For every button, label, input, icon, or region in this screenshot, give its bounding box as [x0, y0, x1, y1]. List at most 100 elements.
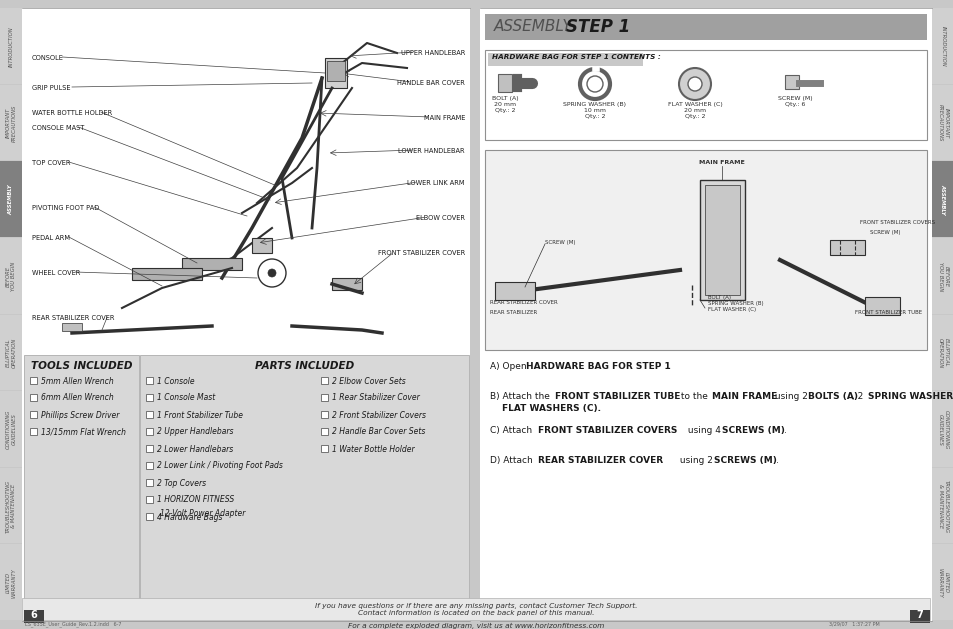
Text: using 4: using 4: [684, 426, 723, 435]
Text: FRONT STABILIZER TUBE: FRONT STABILIZER TUBE: [555, 392, 679, 401]
Text: BOLT (A)
SPRING WASHER (B)
FLAT WASHER (C): BOLT (A) SPRING WASHER (B) FLAT WASHER (…: [707, 295, 762, 311]
Text: 2 Top Covers: 2 Top Covers: [157, 479, 206, 487]
Bar: [488, 53, 642, 66]
Text: MAIN FRAME: MAIN FRAME: [711, 392, 777, 401]
Text: C) Attach: C) Attach: [490, 426, 535, 435]
Bar: [146, 394, 152, 401]
Text: TROUBLESHOOTING
& MAINTENANCE: TROUBLESHOOTING & MAINTENANCE: [937, 479, 947, 533]
Text: GRIP PULSE: GRIP PULSE: [32, 85, 71, 91]
Bar: [0, 468, 22, 543]
Text: SCREW (M): SCREW (M): [544, 240, 575, 245]
Text: LOWER LINK ARM: LOWER LINK ARM: [407, 180, 464, 186]
Text: 6: 6: [30, 610, 37, 620]
Bar: [704, 185, 740, 295]
Bar: [0, 238, 22, 313]
Text: REAR STABILIZER: REAR STABILIZER: [490, 310, 537, 315]
Bar: [146, 496, 152, 503]
Text: to the: to the: [678, 392, 710, 401]
Text: PARTS INCLUDED: PARTS INCLUDED: [254, 361, 354, 371]
Ellipse shape: [679, 68, 710, 100]
Text: REAR STABILIZER COVER: REAR STABILIZER COVER: [32, 315, 114, 321]
Bar: [931, 161, 953, 237]
Text: 2 Front Stabilizer Covers: 2 Front Stabilizer Covers: [332, 411, 425, 420]
Text: 1 Console Mast: 1 Console Mast: [157, 394, 215, 403]
Text: UPPER HANDLEBAR: UPPER HANDLEBAR: [400, 50, 464, 56]
Bar: [0, 85, 22, 160]
Bar: [484, 150, 926, 350]
Bar: [497, 74, 512, 92]
Ellipse shape: [586, 76, 602, 92]
Text: SCREWS (M): SCREWS (M): [713, 456, 776, 465]
Bar: [484, 14, 926, 40]
Bar: [0, 161, 22, 237]
Text: ELLIPTICAL
OPERATION: ELLIPTICAL OPERATION: [6, 338, 16, 368]
Bar: [30, 411, 37, 418]
Bar: [22, 8, 472, 621]
Text: Contact information is located on the back panel of this manual.: Contact information is located on the ba…: [357, 610, 594, 616]
Text: HARDWARE BAG FOR STEP 1 CONTENTS :: HARDWARE BAG FOR STEP 1 CONTENTS :: [492, 54, 660, 60]
Text: STEP 1: STEP 1: [565, 18, 630, 36]
Bar: [495, 282, 535, 300]
Text: 2 Lower Handlebars: 2 Lower Handlebars: [157, 445, 233, 454]
Text: .: .: [775, 456, 778, 465]
Text: 4 Hardware Bags: 4 Hardware Bags: [157, 513, 222, 521]
Text: FLAT WASHER (C)
20 mm
Qty.: 2: FLAT WASHER (C) 20 mm Qty.: 2: [667, 102, 721, 119]
Text: FLAT WASHERS (C).: FLAT WASHERS (C).: [501, 404, 600, 413]
Bar: [484, 50, 926, 140]
Text: 1 Front Stabilizer Tube: 1 Front Stabilizer Tube: [157, 411, 243, 420]
Bar: [0, 8, 22, 84]
Text: Phillips Screw Driver: Phillips Screw Driver: [41, 411, 119, 420]
Text: MAIN FRAME: MAIN FRAME: [423, 115, 464, 121]
Text: LS_635E_User_Guide_Rev.1.2.indd   6-7: LS_635E_User_Guide_Rev.1.2.indd 6-7: [25, 621, 121, 626]
Bar: [700, 180, 744, 300]
Bar: [327, 61, 345, 81]
Text: FRONT STABILIZER COVER: FRONT STABILIZER COVER: [377, 250, 464, 256]
Text: SPRING WASHER (B)
10 mm
Qty.: 2: SPRING WASHER (B) 10 mm Qty.: 2: [563, 102, 626, 119]
Bar: [320, 411, 328, 418]
Text: WHEEL COVER: WHEEL COVER: [32, 270, 80, 276]
Bar: [0, 544, 22, 620]
Text: ELLIPTICAL
OPERATION: ELLIPTICAL OPERATION: [937, 338, 947, 368]
Bar: [30, 377, 37, 384]
Bar: [829, 240, 864, 255]
Text: 2 Lower Link / Pivoting Foot Pads: 2 Lower Link / Pivoting Foot Pads: [157, 462, 283, 470]
Text: FRONT STABILIZER TUBE: FRONT STABILIZER TUBE: [854, 310, 921, 315]
Text: 6mm Allen Wrench: 6mm Allen Wrench: [41, 394, 113, 403]
Bar: [470, 8, 479, 621]
Bar: [146, 411, 152, 418]
Bar: [24, 355, 139, 600]
Bar: [146, 377, 152, 384]
Text: HARDWARE BAG FOR STEP 1: HARDWARE BAG FOR STEP 1: [525, 362, 670, 371]
Bar: [931, 8, 953, 84]
Text: A) Open: A) Open: [490, 362, 529, 371]
Bar: [30, 428, 37, 435]
Text: 1 HORIZON FITNESS: 1 HORIZON FITNESS: [157, 496, 234, 504]
Text: INTRODUCTION: INTRODUCTION: [940, 26, 944, 67]
Text: ASSEMBLY: ASSEMBLY: [940, 184, 944, 215]
Text: TROUBLESHOOTING
& MAINTENANCE: TROUBLESHOOTING & MAINTENANCE: [6, 479, 16, 533]
Text: LOWER HANDLEBAR: LOWER HANDLEBAR: [398, 148, 464, 154]
Bar: [931, 391, 953, 467]
Bar: [62, 323, 82, 331]
Bar: [146, 479, 152, 486]
Bar: [332, 278, 361, 290]
Text: .: .: [783, 426, 786, 435]
Text: 1 Console: 1 Console: [157, 377, 194, 386]
Text: 3/29/07   1:37:27 PM: 3/29/07 1:37:27 PM: [828, 621, 879, 626]
Text: BEFORE
YOU BEGIN: BEFORE YOU BEGIN: [937, 262, 947, 291]
Bar: [24, 610, 44, 623]
Text: PIVOTING FOOT PAD: PIVOTING FOOT PAD: [32, 205, 99, 211]
Bar: [320, 377, 328, 384]
Text: D) Attach: D) Attach: [490, 456, 535, 465]
Text: CONDITIONING
GUIDELINES: CONDITIONING GUIDELINES: [937, 409, 947, 449]
Bar: [325, 58, 347, 88]
Text: BOLT (A)
20 mm
Qty.: 2: BOLT (A) 20 mm Qty.: 2: [491, 96, 517, 113]
Ellipse shape: [268, 269, 275, 277]
Text: BEFORE
YOU BEGIN: BEFORE YOU BEGIN: [6, 262, 16, 291]
Bar: [320, 445, 328, 452]
Ellipse shape: [687, 77, 701, 91]
Bar: [132, 268, 202, 280]
Text: 2 Handle Bar Cover Sets: 2 Handle Bar Cover Sets: [332, 428, 425, 437]
Text: using 2: using 2: [677, 456, 715, 465]
Bar: [864, 297, 899, 315]
